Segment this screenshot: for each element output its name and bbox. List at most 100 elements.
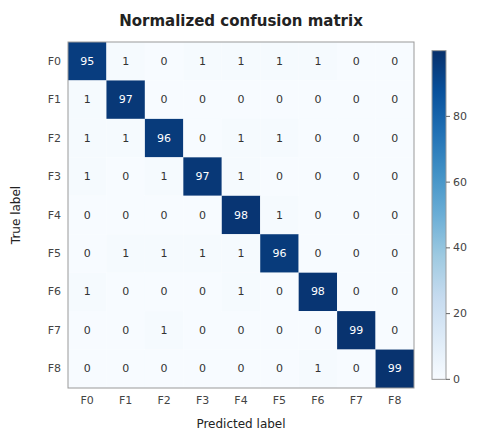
- cell-label: 1: [238, 132, 245, 145]
- cell-label: 0: [199, 324, 206, 337]
- cell: [222, 42, 260, 80]
- cell-label: 0: [391, 209, 398, 222]
- cell-label: 0: [84, 362, 91, 375]
- cell: [222, 119, 260, 157]
- y-tick-label: F5: [48, 247, 61, 260]
- cell: [337, 311, 375, 349]
- cell-label: 0: [161, 362, 168, 375]
- cell: [299, 350, 337, 388]
- colorbar-tick-label: 20: [453, 307, 467, 320]
- cell: [260, 311, 298, 349]
- cell-label: 0: [238, 362, 245, 375]
- y-tick-label: F8: [48, 362, 61, 375]
- cell-label: 0: [84, 247, 91, 260]
- plot-frame: [68, 42, 414, 388]
- cell-label: 1: [122, 247, 129, 260]
- x-tick-label: F4: [234, 394, 247, 407]
- cell: [106, 42, 144, 80]
- chart: Normalized confusion matrix9510111100197…: [0, 0, 500, 445]
- cell-label: 0: [122, 324, 129, 337]
- cell: [260, 42, 298, 80]
- cell: [337, 119, 375, 157]
- cell-labels: 9510111100197000000011960110001019710000…: [80, 55, 402, 376]
- cell: [106, 234, 144, 272]
- cell: [183, 273, 221, 311]
- cell-label: 1: [238, 55, 245, 68]
- colorbar-tick: [446, 313, 450, 314]
- cell: [145, 42, 183, 80]
- cell: [260, 234, 298, 272]
- y-tick-label: F6: [48, 285, 61, 298]
- cell-label: 0: [199, 132, 206, 145]
- cell-label: 0: [314, 93, 321, 106]
- cell: [222, 196, 260, 234]
- cell-label: 0: [353, 209, 360, 222]
- cell-label: 0: [199, 362, 206, 375]
- cell-label: 0: [276, 285, 283, 298]
- cell: [299, 273, 337, 311]
- colorbar-tick-label: 80: [453, 110, 467, 123]
- cell: [106, 157, 144, 195]
- colorbar-tick: [446, 182, 450, 183]
- x-tick-label: F6: [311, 394, 324, 407]
- cell-label: 0: [353, 55, 360, 68]
- cell: [68, 234, 106, 272]
- cell: [260, 196, 298, 234]
- cell-label: 1: [161, 324, 168, 337]
- cell: [68, 311, 106, 349]
- colorbar-tick: [446, 379, 450, 380]
- cell: [222, 234, 260, 272]
- cell: [299, 196, 337, 234]
- x-tick-label: F1: [119, 394, 132, 407]
- cell-label: 0: [353, 362, 360, 375]
- y-tick-label: F4: [48, 209, 61, 222]
- x-tick-label: F0: [81, 394, 94, 407]
- cell: [376, 80, 414, 118]
- cell-label: 0: [122, 362, 129, 375]
- cell-label: 0: [314, 170, 321, 183]
- cell-label: 0: [391, 285, 398, 298]
- y-tick-label: F2: [48, 132, 61, 145]
- cells: [68, 42, 414, 388]
- cell: [337, 196, 375, 234]
- cell: [260, 80, 298, 118]
- cell-label: 1: [161, 170, 168, 183]
- cell: [106, 196, 144, 234]
- cell: [376, 42, 414, 80]
- cell: [337, 157, 375, 195]
- y-tick-label: F3: [48, 170, 61, 183]
- cell-label: 0: [391, 93, 398, 106]
- x-axis-label: Predicted label: [196, 417, 285, 431]
- cell-label: 0: [353, 132, 360, 145]
- y-tick-label: F7: [48, 324, 61, 337]
- cell-label: 1: [276, 55, 283, 68]
- cell: [376, 119, 414, 157]
- x-tick-label: F7: [350, 394, 363, 407]
- cell-label: 1: [314, 55, 321, 68]
- cell-label: 0: [199, 209, 206, 222]
- cell-label: 0: [238, 93, 245, 106]
- cell-label: 1: [238, 247, 245, 260]
- cell-label: 1: [84, 132, 91, 145]
- colorbar-tick: [446, 247, 450, 248]
- cell-label: 0: [391, 55, 398, 68]
- cell: [299, 234, 337, 272]
- cell-label: 99: [388, 362, 402, 375]
- cell-label: 0: [314, 209, 321, 222]
- colorbar-tick-label: 0: [453, 373, 460, 386]
- colorbar-tick-label: 60: [453, 176, 467, 189]
- x-tick-label: F8: [388, 394, 401, 407]
- cell: [68, 350, 106, 388]
- cell: [106, 273, 144, 311]
- cell: [260, 157, 298, 195]
- cell-label: 1: [122, 132, 129, 145]
- cell: [183, 80, 221, 118]
- cell: [260, 119, 298, 157]
- cell: [183, 350, 221, 388]
- cell-label: 0: [391, 132, 398, 145]
- cell-label: 1: [122, 55, 129, 68]
- cell-label: 1: [314, 362, 321, 375]
- cell-label: 0: [276, 93, 283, 106]
- cell: [337, 234, 375, 272]
- cell-label: 0: [391, 170, 398, 183]
